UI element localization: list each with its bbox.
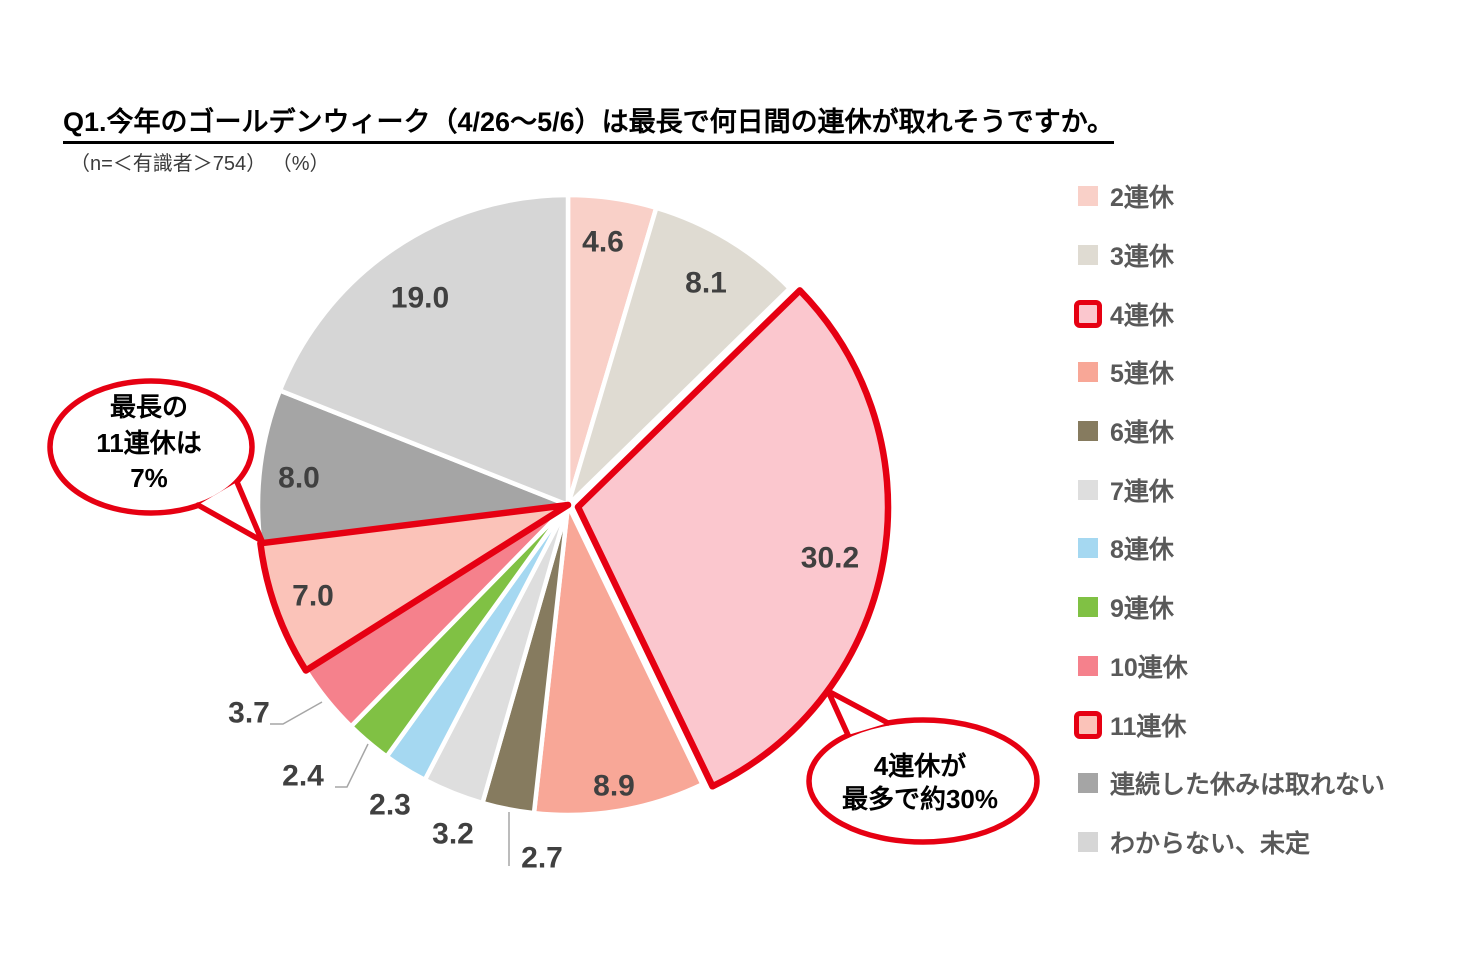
legend-row-3連休: 3連休 bbox=[1078, 226, 1385, 285]
value-label-2連休: 4.6 bbox=[582, 226, 624, 259]
pie-slice-11連休 bbox=[257, 501, 572, 674]
title-block: Q1.今年のゴールデンウィーク（4/26～5/6）は最長で何日間の連休が取れそう… bbox=[63, 100, 1115, 144]
pie-slice-4連休 bbox=[574, 287, 892, 790]
legend-swatch bbox=[1078, 186, 1098, 207]
value-label-6連休: 2.7 bbox=[521, 842, 563, 875]
legend-swatch bbox=[1078, 362, 1098, 383]
callout-line: 7% bbox=[130, 463, 168, 493]
legend-label: わからない、未定 bbox=[1110, 829, 1311, 858]
legend-swatch bbox=[1078, 538, 1098, 559]
callout-tail-fill bbox=[198, 482, 262, 541]
value-label-5連休: 8.9 bbox=[593, 770, 635, 803]
sample-size-note: （n=＜有識者＞754） （%） bbox=[70, 153, 330, 175]
legend-swatch bbox=[1078, 245, 1098, 266]
legend-row-4連休: 4連休 bbox=[1074, 284, 1385, 343]
legend-row-5連休: 5連休 bbox=[1078, 343, 1385, 402]
value-label-連続した休みは取れない: 8.0 bbox=[278, 462, 320, 495]
legend-swatch bbox=[1078, 479, 1098, 500]
value-label-10連休: 3.7 bbox=[228, 697, 270, 730]
legend-label: 7連休 bbox=[1110, 477, 1174, 506]
label-leader-line bbox=[270, 701, 323, 725]
value-label-4連休: 30.2 bbox=[801, 542, 859, 575]
label-leader-line bbox=[335, 743, 369, 788]
callout-bubble bbox=[806, 717, 1040, 845]
pie-slice-5連休 bbox=[531, 502, 705, 818]
legend-row-わからない、未定: わからない、未定 bbox=[1078, 813, 1385, 872]
legend-row-9連休: 9連休 bbox=[1078, 578, 1385, 637]
pie-slice-3連休 bbox=[565, 205, 793, 508]
value-label-7連休: 3.2 bbox=[432, 818, 474, 851]
legend-label: 8連休 bbox=[1110, 536, 1174, 565]
callout-line: 11連休は bbox=[96, 428, 202, 458]
legend-label: 9連休 bbox=[1110, 595, 1174, 624]
legend-label: 10連休 bbox=[1110, 653, 1188, 682]
legend-label: 11連休 bbox=[1110, 712, 1187, 741]
legend-swatch bbox=[1074, 299, 1102, 328]
legend-row-8連休: 8連休 bbox=[1078, 519, 1385, 578]
legend-row-2連休: 2連休 bbox=[1078, 167, 1385, 226]
legend-swatch bbox=[1078, 421, 1098, 442]
callout-tail-edge bbox=[825, 688, 891, 738]
legend-row-7連休: 7連休 bbox=[1078, 460, 1385, 519]
legend-swatch bbox=[1074, 710, 1102, 739]
callout-bubble bbox=[47, 378, 255, 516]
value-label-9連休: 2.4 bbox=[282, 760, 324, 793]
legend-row-連続した休みは取れない: 連続した休みは取れない bbox=[1078, 754, 1385, 813]
legend-swatch bbox=[1078, 655, 1098, 676]
legend-row-11連休: 11連休 bbox=[1074, 695, 1385, 754]
legend-row-10連休: 10連休 bbox=[1078, 637, 1385, 696]
legend-swatch bbox=[1078, 773, 1098, 794]
legend-label: 連続した休みは取れない bbox=[1110, 771, 1386, 800]
legend-row-6連休: 6連休 bbox=[1078, 402, 1385, 461]
pie-slice-わからない、未定 bbox=[277, 192, 571, 508]
legend-label: 3連休 bbox=[1110, 243, 1174, 272]
value-label-11連休: 7.0 bbox=[292, 580, 334, 613]
legend-label: 5連休 bbox=[1110, 360, 1174, 389]
legend-label: 6連休 bbox=[1110, 419, 1174, 448]
callout-left: 最長の 11連休は 7% bbox=[47, 378, 265, 544]
legend-swatch bbox=[1078, 831, 1098, 852]
callout-tail-edge bbox=[195, 479, 265, 544]
value-label-わからない、未定: 19.0 bbox=[391, 282, 449, 315]
legend-label: 2連休 bbox=[1110, 184, 1174, 213]
legend-swatch bbox=[1078, 597, 1098, 618]
legend: 2連休 3連休 4連休 5連休 6連休 7連休 8連休 9連休 10連休 11連休連続した休みは取… bbox=[1074, 167, 1385, 872]
callout-line: 4連休が bbox=[874, 751, 966, 781]
callout-line: 最多で約30% bbox=[842, 784, 998, 814]
chart-title: Q1.今年のゴールデンウィーク（4/26～5/6）は最長で何日間の連休が取れそう… bbox=[63, 107, 1115, 144]
legend-label: 4連休 bbox=[1110, 301, 1174, 330]
value-label-8連休: 2.3 bbox=[369, 789, 411, 822]
value-label-3連休: 8.1 bbox=[685, 267, 727, 300]
callout-line: 最長の bbox=[110, 392, 188, 422]
